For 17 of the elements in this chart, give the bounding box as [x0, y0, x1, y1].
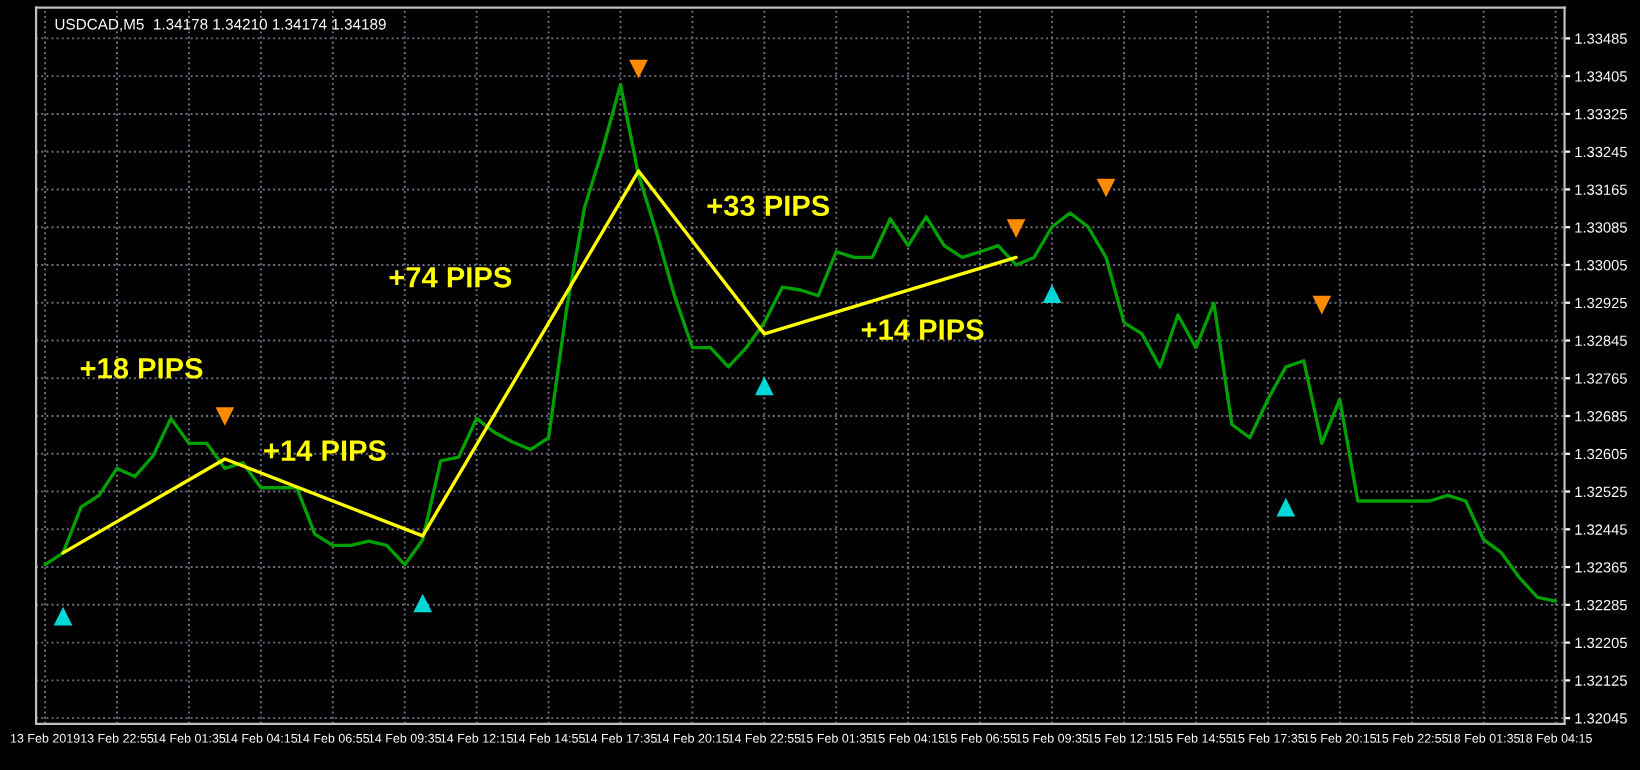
annotation: +14 PIPS: [861, 319, 984, 340]
point: [1006, 219, 1026, 238]
point: [413, 593, 433, 613]
point: [1312, 295, 1332, 315]
point: [53, 606, 73, 626]
point: [215, 407, 235, 426]
point: [1276, 497, 1296, 517]
point: [629, 59, 648, 79]
annotation: +14 PIPS: [264, 440, 386, 461]
line-series: [61, 169, 1018, 555]
annotation: +18 PIPS: [80, 357, 203, 379]
point: [755, 376, 774, 396]
line-series: [43, 82, 1558, 603]
point: [1096, 178, 1116, 198]
point: [1042, 284, 1062, 304]
annotation: +33 PIPS: [707, 195, 830, 217]
annotation: +74 PIPS: [389, 266, 512, 288]
